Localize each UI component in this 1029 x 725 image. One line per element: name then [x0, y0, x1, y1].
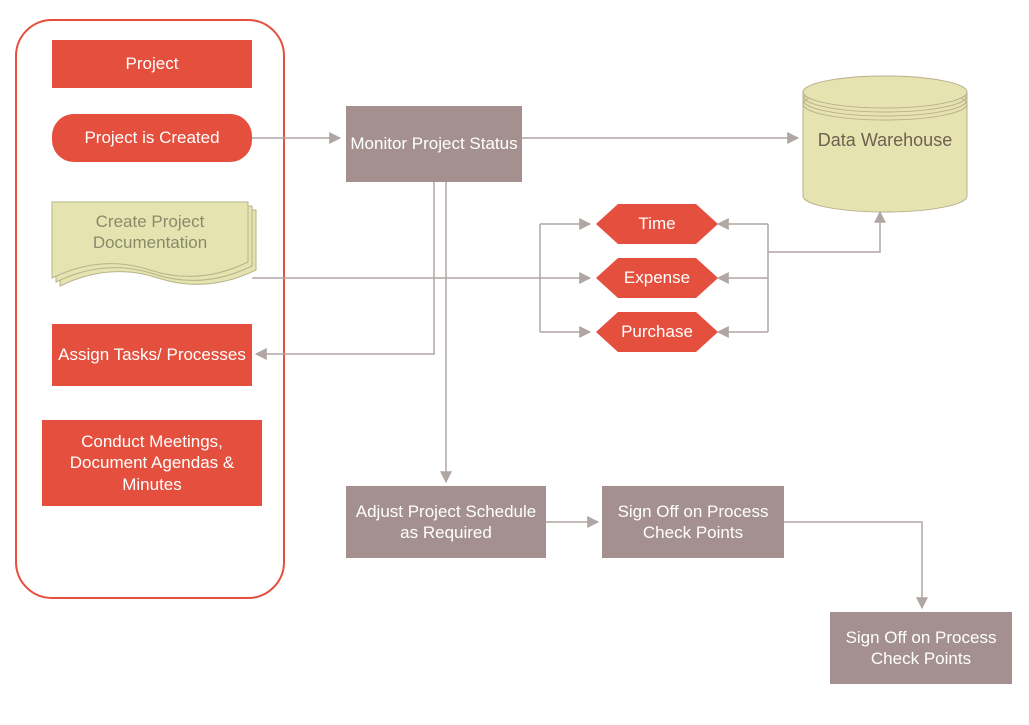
- label: Adjust Project Schedule as Required: [352, 501, 540, 544]
- label: Assign Tasks/ Processes: [58, 344, 246, 365]
- label: Create Project Documentation: [52, 211, 248, 254]
- node-created: Project is Created: [52, 114, 252, 162]
- label: Sign Off on Process Check Points: [836, 627, 1006, 670]
- label: Time: [638, 213, 675, 234]
- label: Data Warehouse: [818, 129, 952, 152]
- edge: [768, 212, 880, 252]
- label: Project: [126, 53, 179, 74]
- label: Expense: [624, 267, 690, 288]
- label: Purchase: [621, 321, 693, 342]
- node-time: Time: [596, 204, 718, 244]
- edge: [256, 182, 434, 354]
- flowchart-canvas: Project Project is Created Create Projec…: [0, 0, 1029, 725]
- node-purchase: Purchase: [596, 312, 718, 352]
- label: Sign Off on Process Check Points: [608, 501, 778, 544]
- node-warehouse-label: Data Warehouse: [800, 120, 970, 160]
- node-documentation-label: Create Project Documentation: [52, 202, 248, 262]
- node-meetings: Conduct Meetings, Document Agendas & Min…: [42, 420, 262, 506]
- node-adjust: Adjust Project Schedule as Required: [346, 486, 546, 558]
- label: Conduct Meetings, Document Agendas & Min…: [50, 431, 254, 495]
- edge: [784, 522, 922, 608]
- node-assign: Assign Tasks/ Processes: [52, 324, 252, 386]
- node-expense: Expense: [596, 258, 718, 298]
- node-project: Project: [52, 40, 252, 88]
- label: Project is Created: [84, 127, 219, 148]
- node-monitor: Monitor Project Status: [346, 106, 522, 182]
- node-signoff2: Sign Off on Process Check Points: [830, 612, 1012, 684]
- node-signoff1: Sign Off on Process Check Points: [602, 486, 784, 558]
- label: Monitor Project Status: [350, 133, 517, 154]
- sidebar-container: [16, 20, 284, 598]
